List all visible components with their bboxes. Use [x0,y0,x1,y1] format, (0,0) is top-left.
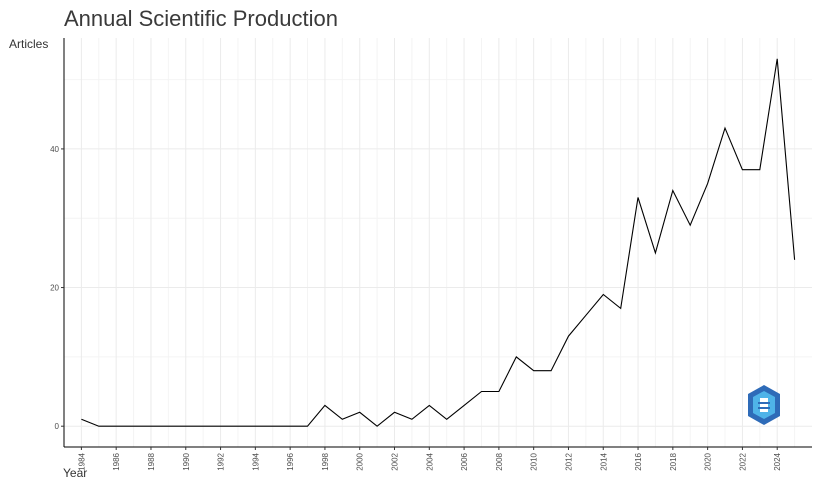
tick-labels: 0 20 40 1984 1986 1988 1990 1992 1994 1996 1998 200… [50,145,782,471]
x-tick-label: 1986 [112,452,121,470]
series-line [81,58,796,427]
x-tick-label: 1996 [286,452,295,470]
x-tick-label: 2022 [738,452,747,470]
x-tick-label: 2008 [495,452,504,470]
series-group [81,58,796,427]
x-tick-label: 1984 [77,452,86,470]
x-tick-label: 2002 [391,452,400,470]
chart-title: Annual Scientific Production [64,6,338,31]
bibliometrix-logo [748,385,780,425]
x-tick-label: 2004 [425,452,434,470]
x-tick-label: 2024 [773,452,782,470]
x-tick-label: 2000 [356,452,365,470]
x-tick-label: 2006 [460,452,469,470]
x-tick-label: 2020 [704,452,713,470]
y-tick-label: 40 [50,145,59,154]
x-tick-label: 1988 [147,452,156,470]
x-tick-label: 1994 [251,452,260,470]
x-tick-label: 2016 [634,452,643,470]
y-tick-label: 20 [50,284,59,293]
x-tick-label: 2012 [564,452,573,470]
x-tick-label: 2014 [599,452,608,470]
x-tick-label: 2018 [669,452,678,470]
minor-gridlines [64,38,812,447]
y-axis-label: Articles [9,37,49,51]
y-tick-label: 0 [55,422,60,431]
x-tick-label: 1990 [182,452,191,470]
x-axis-label: Year [63,466,88,480]
x-tick-label: 2010 [530,452,539,470]
x-tick-label: 1992 [217,452,226,470]
axes [63,38,812,448]
major-gridlines [64,38,812,447]
x-tick-label: 1998 [321,452,330,470]
